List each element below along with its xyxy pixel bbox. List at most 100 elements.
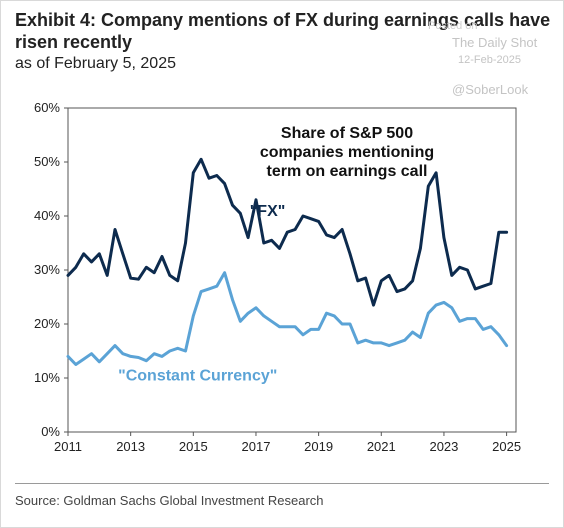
fx-data-point <box>129 276 132 280</box>
watermark-publisher: The Daily Shot <box>452 35 538 50</box>
fx-data-point <box>90 260 93 264</box>
constant-currency-data-point <box>450 306 453 309</box>
constant-currency-data-point <box>90 352 93 355</box>
fx-data-point <box>364 276 367 280</box>
constant-currency-data-point <box>427 312 430 315</box>
fx-data-point <box>286 231 289 234</box>
fx-data-point <box>145 266 148 269</box>
fx-data-point <box>333 236 336 239</box>
line-chart: 0% 10% 20% 30% 40% 50% 60% 2011 2013 2015 2017 2019… <box>34 100 521 454</box>
constant-currency-data-point <box>98 360 101 363</box>
fx-data-point <box>239 212 242 215</box>
fx-data-point <box>309 217 312 220</box>
y-tick-label: 60% <box>34 100 60 115</box>
fx-data-point <box>160 255 164 258</box>
fx-data-point <box>137 277 140 281</box>
fx-data-point <box>223 182 226 185</box>
constant-currency-data-point <box>254 306 258 309</box>
fx-data-point <box>246 236 250 239</box>
constant-currency-data-point <box>105 352 109 355</box>
constant-currency-data-point <box>207 287 211 291</box>
fx-data-point <box>66 274 70 277</box>
constant-currency-data-point <box>340 322 344 326</box>
x-tick-label: 2023 <box>429 439 458 454</box>
constant-currency-data-point <box>152 352 156 355</box>
constant-currency-data-point <box>442 301 446 304</box>
constant-currency-data-point <box>395 341 399 345</box>
constant-currency-data-point <box>333 314 336 318</box>
chart-annotation-line: Share of S&P 500 <box>281 125 413 142</box>
chart-annotation-line: term on earnings call <box>267 163 428 180</box>
chart-subtitle: as of February 5, 2025 <box>15 55 176 72</box>
constant-currency-data-point <box>481 328 485 331</box>
x-tick-label: 2025 <box>492 439 521 454</box>
constant-currency-data-point <box>301 333 305 336</box>
fx-data-point <box>411 279 414 282</box>
constant-currency-data-point <box>74 363 78 366</box>
fx-data-point <box>105 274 109 277</box>
constant-currency-data-point <box>403 339 406 342</box>
constant-currency-data-point <box>113 344 117 347</box>
constant-currency-data-point <box>223 271 226 274</box>
fx-data-point <box>356 279 359 282</box>
constant-currency-data-point <box>419 336 422 339</box>
fx-data-point <box>434 171 438 174</box>
constant-currency-data-point <box>160 355 164 358</box>
fx-data-point <box>207 177 211 180</box>
fx-data-point <box>348 252 352 255</box>
x-tick-label: 2021 <box>367 439 396 454</box>
fx-data-point <box>489 282 493 285</box>
constant-currency-data-point <box>309 328 312 331</box>
fx-data-point <box>317 220 320 223</box>
fx-data-point <box>152 271 156 274</box>
constant-currency-data-point <box>145 359 148 362</box>
fx-data-point <box>98 252 101 255</box>
fx-data-point <box>168 274 172 277</box>
chart-title: Exhibit 4: Company mentions of FX during… <box>15 10 551 52</box>
fx-data-point <box>481 285 485 288</box>
fx-data-point <box>262 241 266 245</box>
y-tick-label: 10% <box>34 370 60 385</box>
watermark-date: 12-Feb-2025 <box>458 54 521 66</box>
x-tick-label: 2019 <box>304 439 333 454</box>
fx-data-point <box>176 279 179 282</box>
fx-data-point <box>387 274 391 277</box>
x-tick-label: 2015 <box>179 439 208 454</box>
fx-data-point <box>184 241 187 245</box>
source-note: Source: Goldman Sachs Global Investment … <box>15 493 324 508</box>
constant-currency-data-point <box>66 355 70 358</box>
fx-data-point <box>301 214 305 218</box>
constant-currency-data-point <box>364 339 367 342</box>
fx-data-point <box>293 228 297 231</box>
constant-currency-series-label: "Constant Currency" <box>118 368 277 385</box>
fx-data-point <box>254 198 258 201</box>
fx-data-point <box>442 236 446 239</box>
fx-data-point <box>74 266 78 269</box>
x-tick-label: 2013 <box>116 439 145 454</box>
y-tick-label: 50% <box>34 154 60 169</box>
y-tick-label: 20% <box>34 316 60 331</box>
constant-currency-data-point <box>262 314 266 318</box>
constant-currency-data-point <box>434 303 438 307</box>
fx-data-point <box>121 252 125 255</box>
constant-currency-data-point <box>466 317 469 320</box>
watermark-posted: Posted on <box>428 20 478 32</box>
constant-currency-data-point <box>278 325 281 328</box>
fx-data-point <box>403 287 406 291</box>
constant-currency-data-point <box>505 344 508 347</box>
y-tick-label: 40% <box>34 208 60 223</box>
fx-data-point <box>372 303 375 307</box>
chart-annotation-line: companies mentioning <box>260 144 434 161</box>
constant-currency-data-point <box>286 325 289 328</box>
fx-data-point <box>395 290 399 293</box>
fx-data-point <box>278 247 281 250</box>
fx-data-point <box>458 266 461 269</box>
constant-currency-data-point <box>246 312 250 315</box>
fx-data-point <box>192 171 195 174</box>
constant-currency-data-point <box>184 349 187 353</box>
constant-currency-data-point <box>137 356 140 359</box>
y-tick-label: 0% <box>41 424 60 439</box>
x-tick-label: 2017 <box>242 439 271 454</box>
x-tick-label: 2011 <box>54 439 82 454</box>
constant-currency-data-point <box>293 325 297 328</box>
